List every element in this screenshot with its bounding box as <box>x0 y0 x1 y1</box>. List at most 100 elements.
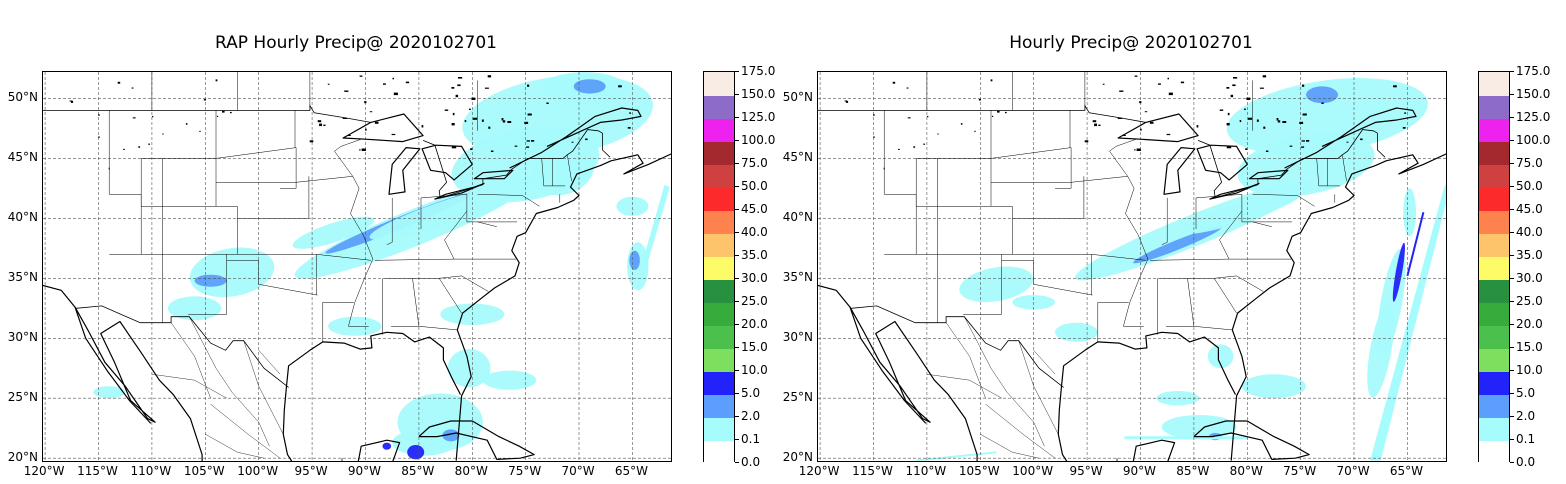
lake-mark <box>369 111 373 113</box>
lake-mark <box>364 101 367 104</box>
lake-mark <box>1226 146 1232 149</box>
lake-mark <box>1166 133 1171 136</box>
lake-mark <box>1005 111 1007 114</box>
lake-mark <box>98 136 100 138</box>
lake-mark <box>1346 141 1349 143</box>
precip-area <box>407 445 425 460</box>
colorbar-label: 10.0 <box>1516 363 1543 377</box>
state-boundary <box>985 404 1056 459</box>
precip-area <box>629 250 640 270</box>
coastline <box>849 306 927 424</box>
latitude-label: 25°N <box>7 390 38 405</box>
lake-mark <box>70 100 74 103</box>
state-boundary <box>1252 221 1272 227</box>
longitude-label: 110°W <box>130 464 172 478</box>
colorbar-label: 15.0 <box>741 340 768 354</box>
colorbar-segment <box>704 279 734 303</box>
lake-mark <box>1227 112 1230 116</box>
lake-mark <box>1134 149 1136 151</box>
colorbar-tick <box>735 461 739 463</box>
state-boundary <box>980 434 1040 459</box>
lake-mark <box>123 148 125 150</box>
longitude-label: 100°W <box>1012 464 1054 478</box>
state-boundary <box>170 322 211 399</box>
lake-mark <box>1102 83 1105 85</box>
lake-mark <box>342 117 348 119</box>
lake-mark <box>361 148 366 151</box>
state-boundary <box>916 147 1072 159</box>
colorbar-segment <box>1479 302 1509 326</box>
longitude-label: 110°W <box>905 464 947 478</box>
lake-mark <box>1245 148 1248 150</box>
coastline <box>1132 439 1176 461</box>
colorbar-tick <box>735 185 739 187</box>
colorbar-tick <box>735 323 739 325</box>
lake-mark <box>421 125 424 128</box>
lake-mark <box>131 87 134 89</box>
lake-shore <box>1117 113 1199 143</box>
state-boundary <box>1018 340 1059 435</box>
lake-mark <box>1404 112 1406 114</box>
colorbar-label: 0.0 <box>741 455 761 469</box>
coastline <box>43 284 203 461</box>
lake-mark <box>1306 140 1310 142</box>
colorbar-tick <box>1510 277 1514 279</box>
colorbar-tick <box>735 415 739 417</box>
longitude-label: 85°W <box>401 464 435 478</box>
longitude-label: 80°W <box>454 464 488 478</box>
lake-mark <box>444 109 449 111</box>
colorbar-segment <box>1479 325 1509 349</box>
colorbar-tick <box>735 231 739 233</box>
colorbar-tick <box>735 277 739 279</box>
colorbar-tick <box>735 254 739 256</box>
lake-mark <box>937 133 939 135</box>
lake-mark <box>906 87 909 89</box>
state-boundary <box>1001 260 1093 296</box>
precip-area <box>1370 184 1446 461</box>
lake-mark <box>502 120 506 123</box>
lake-mark <box>309 140 314 143</box>
map-canvas <box>818 72 1446 461</box>
state-boundary <box>258 350 281 375</box>
state-boundary <box>963 254 1002 315</box>
colorbar-segment <box>1479 118 1509 142</box>
precip-colorbar <box>1478 71 1510 464</box>
panel-title: RAP Hourly Precip@ 2020102701 <box>215 33 497 53</box>
colorbar-label: 0.1 <box>1516 432 1536 446</box>
country-border <box>818 104 1146 123</box>
precip-layer <box>916 78 1446 461</box>
lake-mark <box>117 81 121 84</box>
precip-area <box>637 184 670 279</box>
precip-area <box>382 442 392 450</box>
precip-area <box>442 429 460 442</box>
colorbar-segment <box>1479 95 1509 119</box>
lake-mark <box>873 136 875 138</box>
lake-mark <box>1321 102 1324 104</box>
gridlines <box>818 72 1446 461</box>
lake-mark <box>1299 121 1304 124</box>
colorbar-tick <box>1510 116 1514 118</box>
small-lakes <box>69 75 631 170</box>
longitude-label: 90°W <box>1122 464 1157 478</box>
country-border <box>76 305 289 388</box>
lake-mark <box>1233 77 1238 79</box>
map-canvas <box>43 72 671 461</box>
colorbar-segment <box>1479 279 1509 303</box>
colorbar-tick <box>735 70 739 72</box>
precip-area <box>1403 188 1416 237</box>
lake-mark <box>501 118 504 121</box>
state-boundary <box>1195 194 1243 222</box>
lake-mark <box>185 123 188 125</box>
colorbar-label: 100.0 <box>1516 133 1551 147</box>
lake-mark <box>1134 75 1138 77</box>
state-boundary <box>141 147 297 159</box>
longitude-label: 115°W <box>852 464 893 478</box>
lake-mark <box>1393 85 1397 88</box>
lake-mark <box>514 145 518 147</box>
longitude-label: 65°W <box>1389 464 1423 478</box>
precip-area <box>1406 212 1425 277</box>
longitude-label: 105°W <box>183 464 225 478</box>
colorbar-label: 125.0 <box>741 110 776 124</box>
latitude-label: 35°N <box>7 270 38 285</box>
colorbar-tick <box>735 93 739 95</box>
